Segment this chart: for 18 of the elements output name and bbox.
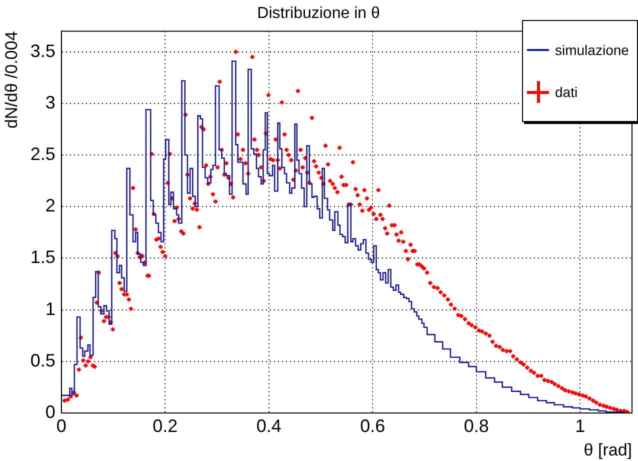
y-tick-label: 0.5 xyxy=(30,350,56,370)
y-tick-label: 1.5 xyxy=(30,247,56,268)
y-tick-label: 3 xyxy=(45,92,56,112)
x-tick-label: 1 xyxy=(575,416,586,436)
y-tick-label: 3.5 xyxy=(30,40,56,61)
x-tick-label: 0.2 xyxy=(152,416,178,436)
chart-title: Distribuzione in θ xyxy=(257,5,380,22)
legend-label: dati xyxy=(555,84,578,100)
y-tick-label: 2.5 xyxy=(30,144,56,164)
x-axis-title: θ [rad] xyxy=(584,440,632,460)
x-tick-label: 0.8 xyxy=(464,416,489,436)
x-tick-label: 0.4 xyxy=(256,416,282,436)
y-tick-label: 0 xyxy=(45,402,56,422)
y-tick-label: 1 xyxy=(45,298,56,319)
y-axis-title: dN/dθ /0.004 xyxy=(2,31,21,129)
legend-label: simulazione xyxy=(555,42,629,58)
y-tick-label: 2 xyxy=(45,196,56,216)
x-tick-label: 0.6 xyxy=(360,416,386,436)
